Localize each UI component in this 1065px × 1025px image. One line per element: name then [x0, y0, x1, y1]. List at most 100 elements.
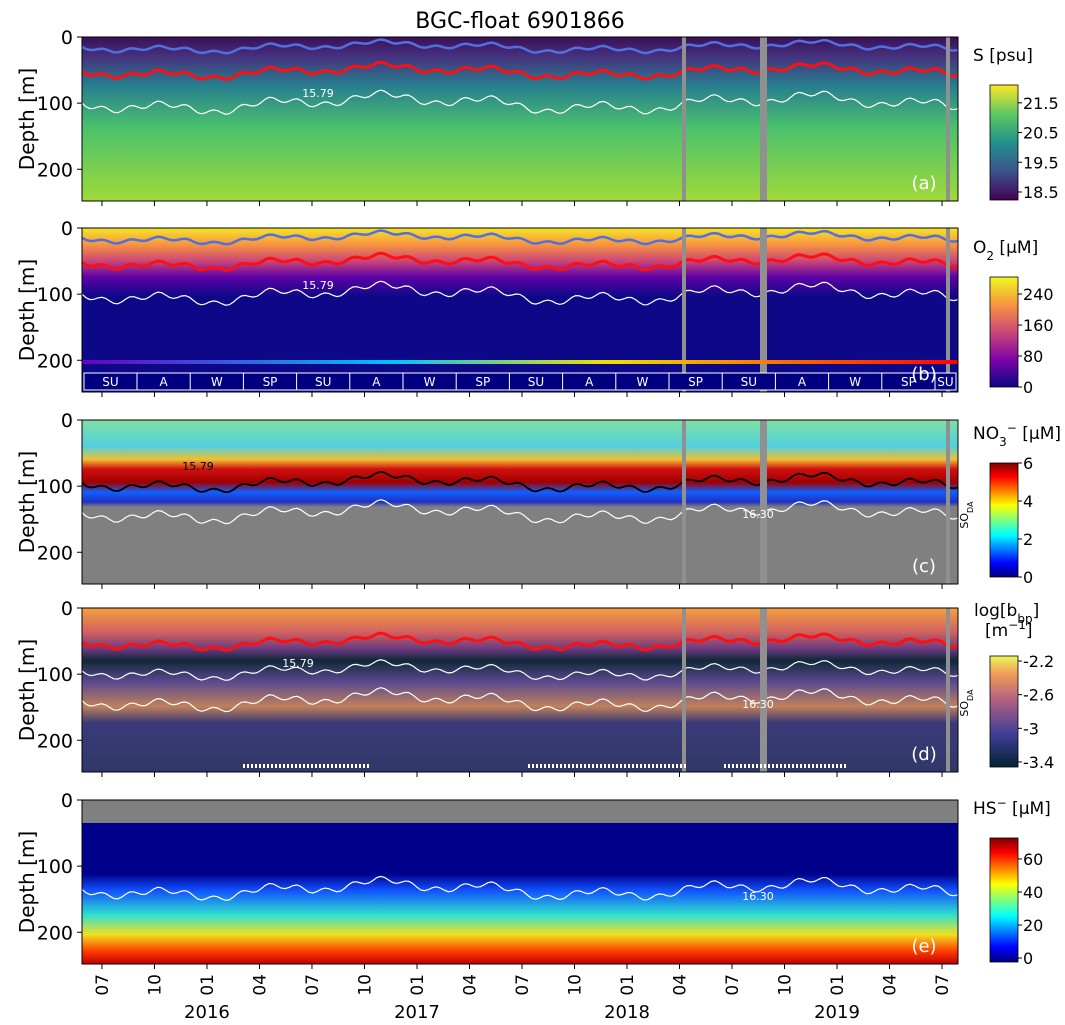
colorbar-tick-label: 160: [1023, 316, 1054, 335]
season-label: SP: [475, 375, 490, 389]
profile-line: [81, 280, 959, 306]
season-label: W: [636, 375, 648, 389]
contour-label: 15.79: [302, 279, 334, 292]
profile-line: [81, 470, 959, 494]
colorbar-label: log[bbp]: [974, 601, 1039, 626]
y-tick-label: 100: [37, 93, 73, 115]
colorbar-tick-label: 18.5: [1023, 183, 1059, 202]
y-tick-label: 200: [37, 922, 73, 944]
label-part: S [psu]: [973, 46, 1033, 66]
colorbar-tick-label: 0: [1023, 568, 1033, 587]
x-tick-label: 01: [408, 974, 428, 996]
label-part: ]: [1026, 621, 1033, 641]
y-tick-label: 100: [37, 284, 73, 306]
profile-line: [81, 631, 959, 652]
data-gap: [946, 37, 950, 201]
so-label: SODA: [958, 501, 975, 529]
x-tick-label: 04: [671, 974, 691, 996]
year-label: 2019: [814, 1002, 860, 1023]
y-tick-label: 100: [37, 856, 73, 878]
x-tick-label: 07: [513, 974, 533, 996]
label-part: DA: [966, 689, 975, 701]
contour-label: 16.30: [742, 508, 774, 521]
x-tick-label: 10: [566, 974, 586, 996]
label-part: [m: [985, 621, 1008, 641]
colorbar-tick-label: 40: [1023, 883, 1043, 902]
label-part: NO: [973, 424, 999, 444]
colorbar: [989, 276, 1019, 388]
y-axis-label: Depth [m]: [15, 831, 39, 933]
plot-frame: [81, 36, 959, 202]
x-tick-label: 10: [355, 974, 375, 996]
x-tick-label: 07: [303, 974, 323, 996]
label-part: [: [1017, 424, 1029, 444]
label-part: M]: [1040, 424, 1061, 444]
year-label: 2017: [394, 1002, 440, 1023]
colorbar-tick-label: -3: [1023, 719, 1039, 738]
label-part: μ: [1019, 799, 1030, 819]
label-part: ]: [1033, 601, 1040, 621]
panel-letter: (d): [911, 744, 936, 765]
plot-frame: [81, 227, 959, 393]
profile-line: [81, 89, 959, 115]
x-tick-label: 04: [460, 974, 480, 996]
season-label: SU: [315, 375, 331, 389]
heatmap: [82, 608, 958, 772]
colorbar-tick-label: 20.5: [1023, 124, 1059, 143]
x-tick-label: 10: [776, 974, 796, 996]
colorbar-label: NO3− [μM]: [973, 421, 1061, 449]
y-axis-label: Depth [m]: [15, 68, 39, 170]
data-gap: [760, 37, 767, 201]
data-gap: [760, 608, 767, 772]
label-part: [: [1007, 799, 1019, 819]
x-tick-label: 07: [93, 974, 113, 996]
colorbar-tick-label: 4: [1023, 492, 1033, 511]
contour-label: 15.79: [182, 460, 214, 473]
panel-letter: (a): [911, 173, 936, 194]
profile-line: [81, 251, 959, 272]
season-label: SP: [688, 375, 703, 389]
label-part: μ: [1006, 238, 1017, 258]
colorbar: [989, 84, 1019, 201]
colorbar-tick-label: -2.2: [1023, 652, 1054, 671]
colorbar-tick-label: -3.4: [1023, 753, 1054, 772]
data-gap: [946, 608, 950, 772]
profile-line: [81, 38, 959, 55]
label-part: −: [997, 796, 1007, 810]
season-label: A: [798, 375, 807, 389]
label-part: DA: [966, 501, 975, 513]
label-part: SO: [958, 513, 971, 529]
x-tick-label: 07: [723, 974, 743, 996]
season-label: SP: [263, 375, 278, 389]
y-tick-label: 0: [61, 410, 73, 432]
data-gap: [682, 420, 686, 584]
panel-letter: (e): [911, 936, 936, 957]
colorbar-label: HS− [μM]: [973, 796, 1051, 819]
year-label: 2016: [184, 1002, 230, 1023]
data-gap: [946, 420, 950, 584]
contour-label: 15.79: [282, 657, 314, 670]
profile-line: [81, 60, 959, 81]
y-tick-label: 0: [61, 598, 73, 620]
colorbar-tick-label: 6: [1023, 454, 1033, 473]
colorbar-tick-label: 2: [1023, 530, 1033, 549]
colorbar-tick-label: 240: [1023, 285, 1054, 304]
y-tick-label: 0: [61, 27, 73, 49]
heatmap: [82, 420, 958, 584]
y-axis-label: Depth [m]: [15, 639, 39, 741]
label-part: [: [994, 238, 1006, 258]
season-label: SU: [937, 375, 953, 389]
label-part: bp: [1017, 612, 1032, 626]
label-part: HS: [973, 799, 997, 819]
data-gap: [682, 608, 686, 772]
season-label: A: [372, 375, 381, 389]
x-tick-label: 07: [933, 974, 953, 996]
plot-frame: [81, 607, 959, 773]
season-label: A: [159, 375, 168, 389]
x-tick-label: 01: [618, 974, 638, 996]
colorbar-tick-label: 0: [1023, 949, 1033, 968]
so-label: SODA: [958, 689, 975, 717]
colorbar-tick-label: 20: [1023, 916, 1043, 935]
sensor-row: [82, 360, 958, 364]
